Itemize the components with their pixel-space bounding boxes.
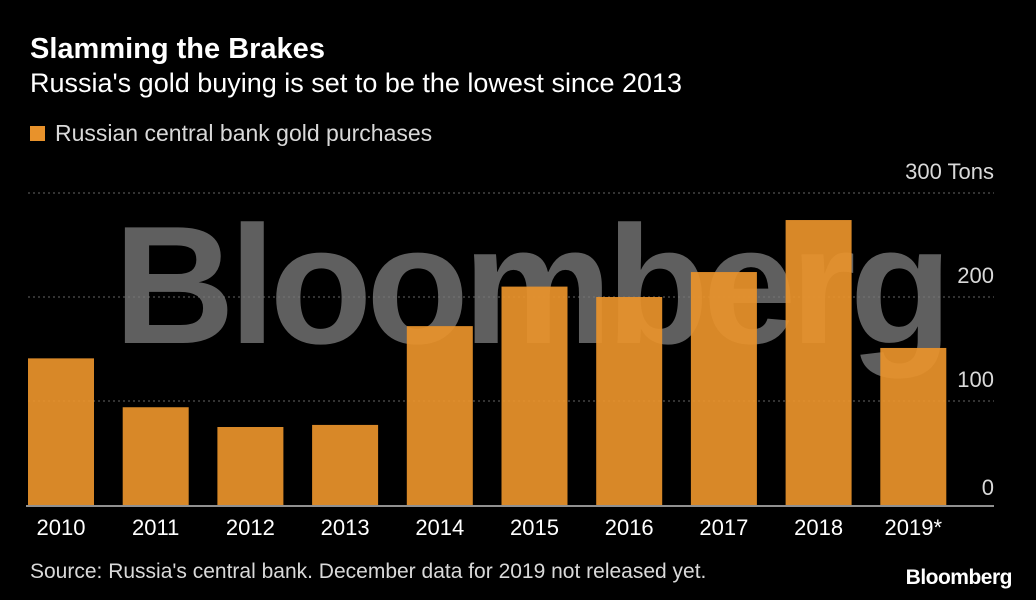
bar <box>596 297 663 505</box>
bar <box>880 347 947 505</box>
legend-label: Russian central bank gold purchases <box>55 120 433 146</box>
x-tick-label: 2014 <box>415 515 464 540</box>
legend: Russian central bank gold purchases <box>30 120 432 147</box>
x-tick-label: 2011 <box>132 515 179 540</box>
x-tick-label: 2015 <box>510 515 559 540</box>
bar <box>312 424 379 505</box>
x-tick-label: 2010 <box>37 515 86 540</box>
legend-swatch <box>30 126 45 141</box>
bar <box>406 326 473 505</box>
x-tick-label: 2013 <box>321 515 370 540</box>
bar <box>785 220 852 506</box>
chart-subtitle: Russia's gold buying is set to be the lo… <box>30 68 683 98</box>
x-tick-label: 2018 <box>794 515 843 540</box>
x-tick-label: 2016 <box>605 515 654 540</box>
y-tick-label: 0 <box>982 475 994 500</box>
y-tick-label: 100 <box>957 367 994 392</box>
bloomberg-logo: Bloomberg <box>905 566 1013 589</box>
bar <box>28 358 94 505</box>
bar <box>501 286 568 505</box>
x-tick-label: 2019* <box>885 515 943 540</box>
y-tick-label: 300 Tons <box>905 159 994 184</box>
x-tick-label: 2012 <box>226 515 275 540</box>
bar <box>690 272 757 505</box>
bar <box>217 427 284 505</box>
y-tick-label: 200 <box>957 263 994 288</box>
bar <box>122 407 189 505</box>
source-note: Source: Russia's central bank. December … <box>30 560 707 583</box>
x-tick-label: 2017 <box>699 515 748 540</box>
chart-title: Slamming the Brakes <box>30 33 325 65</box>
